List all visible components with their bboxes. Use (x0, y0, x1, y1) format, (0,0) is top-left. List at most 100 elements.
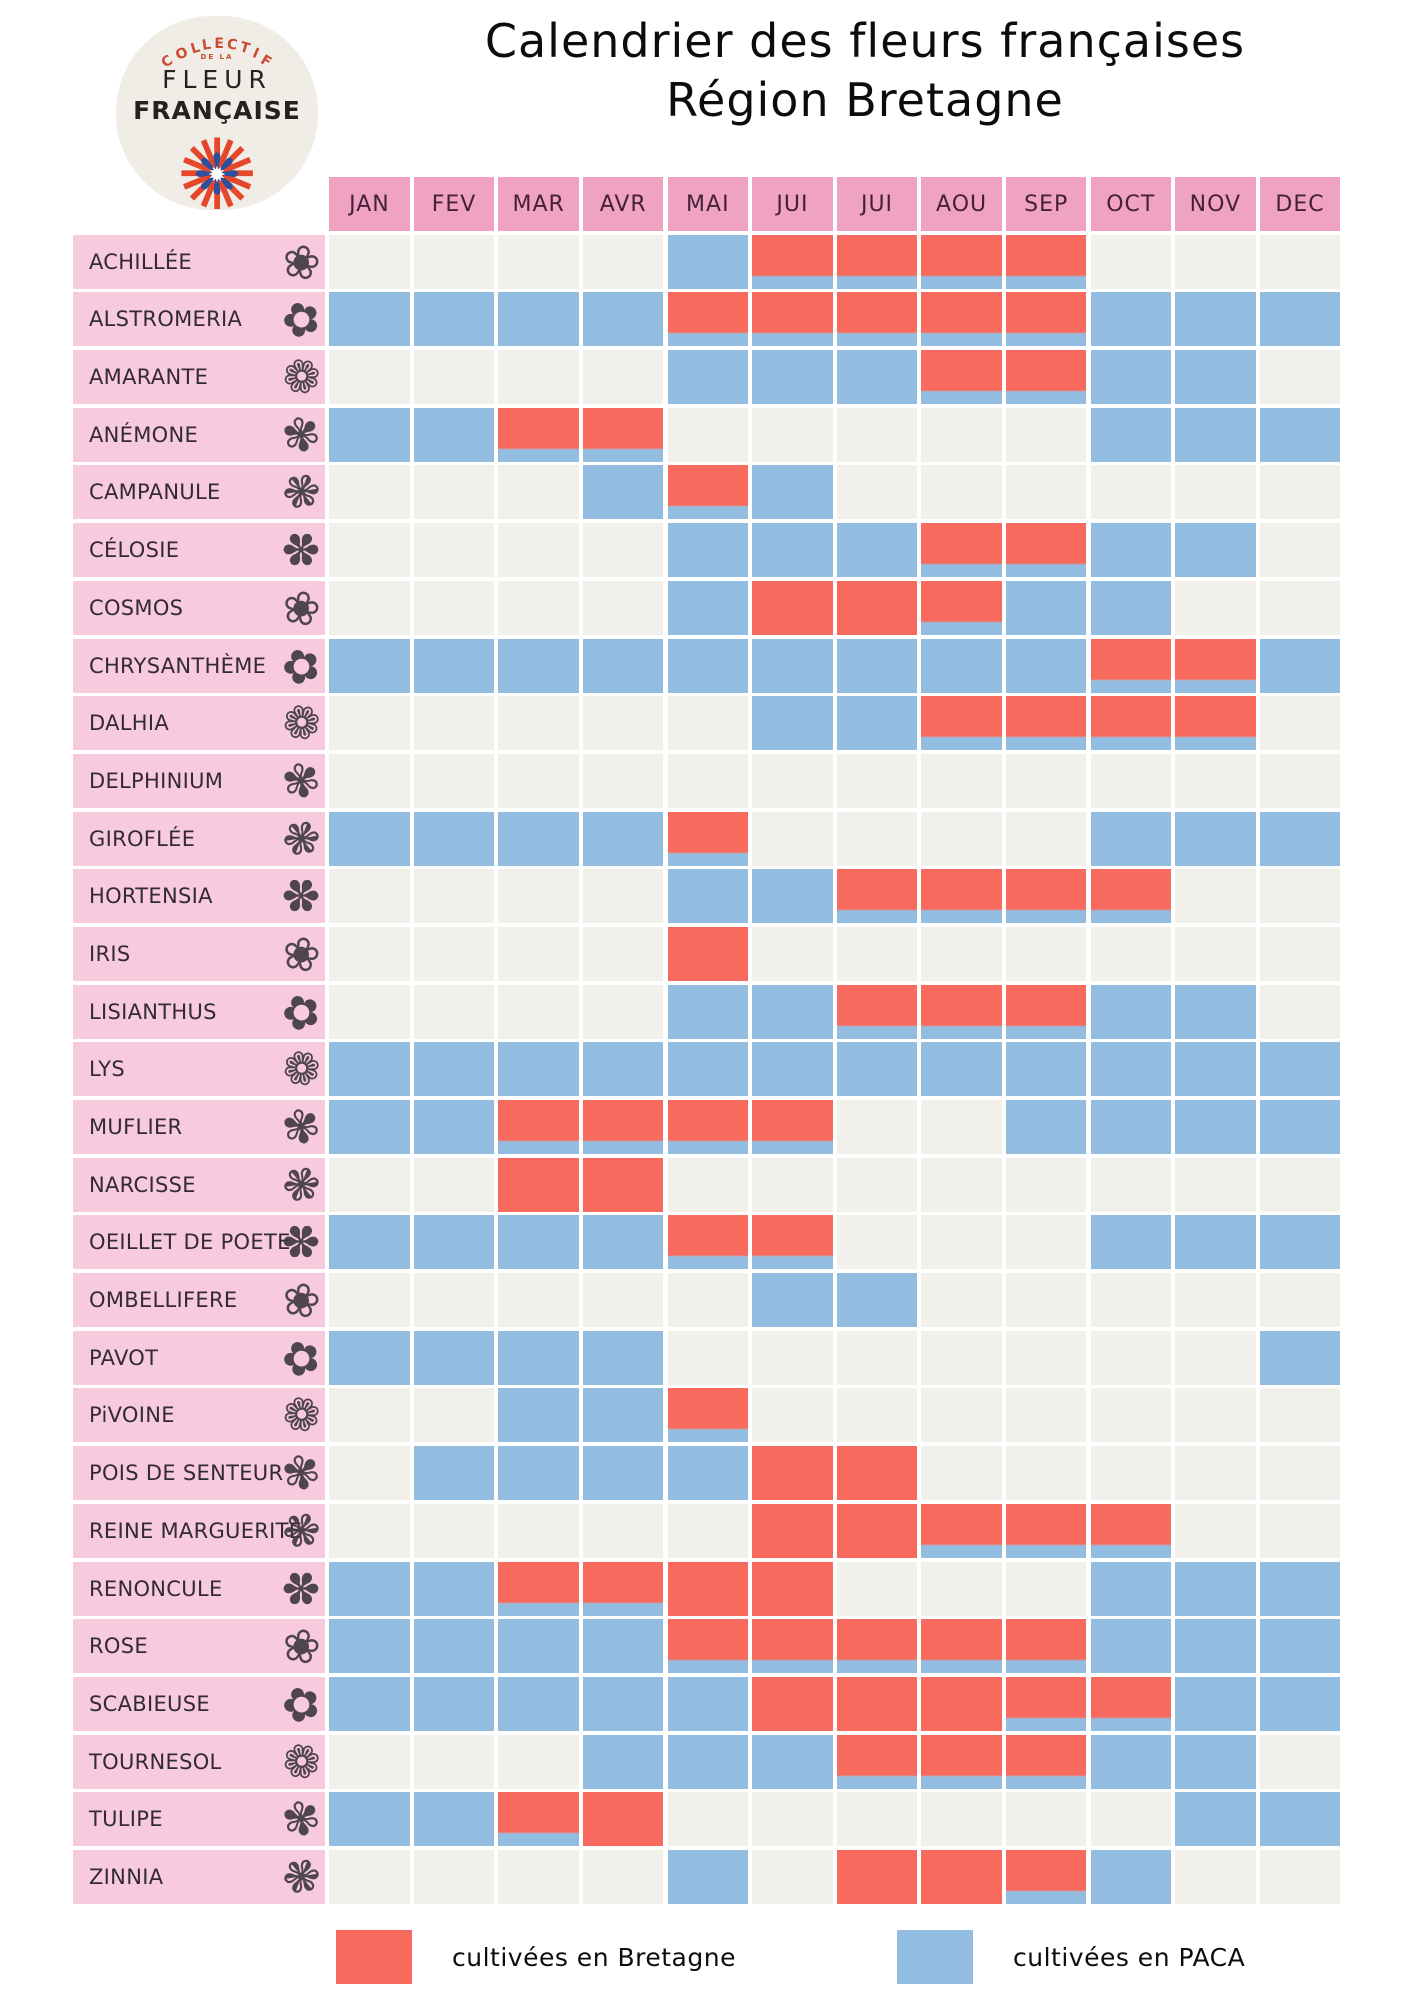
calendar-cell (836, 1388, 918, 1443)
calendar-cell (836, 465, 918, 520)
calendar-cell (329, 234, 410, 289)
calendar-cell (583, 465, 664, 520)
calendar-cell (921, 638, 1002, 693)
calendar-cell (752, 465, 833, 520)
calendar-cell (413, 234, 495, 289)
calendar-cell (836, 1042, 918, 1097)
calendar-cell (1175, 1388, 1256, 1443)
calendar-cell (413, 984, 495, 1039)
calendar-cell (583, 1849, 664, 1904)
calendar-cell (836, 696, 918, 751)
calendar-cell (667, 1100, 748, 1154)
row-label: ROSE ❀ (73, 1616, 326, 1677)
flower-illustration-icon: ✾ (276, 1788, 327, 1850)
row-label: AMARANTE ❁ (73, 344, 332, 410)
calendar-cell (583, 1792, 664, 1847)
calendar-cell (752, 1388, 833, 1443)
calendar-cell (921, 1734, 1002, 1789)
title-line-1: Calendrier des fleurs françaises (484, 14, 1246, 68)
calendar-cell (329, 1042, 410, 1097)
calendar-cell (329, 407, 410, 462)
calendar-cell (1090, 1734, 1171, 1789)
calendar-cell (921, 1157, 1002, 1212)
flower-illustration-icon: ❃ (273, 1498, 330, 1563)
calendar-cell (498, 1561, 579, 1616)
calendar-cell (583, 1446, 664, 1501)
calendar-cell (583, 1157, 664, 1212)
calendar-cell (329, 1619, 410, 1674)
calendar-cell (921, 1619, 1002, 1674)
calendar-cell (1006, 234, 1087, 289)
calendar-cell (1259, 696, 1341, 751)
row-label: PiVOINE ❁ (73, 1382, 332, 1449)
calendar-cell (329, 1273, 410, 1328)
calendar-cell (667, 926, 748, 981)
calendar-cell (1259, 984, 1341, 1039)
row-label: GIROFLÉE ❃ (73, 806, 329, 871)
calendar-cell (921, 523, 1002, 578)
calendar-cell (752, 1849, 833, 1904)
calendar-cell (498, 234, 579, 289)
calendar-cell (836, 580, 918, 635)
flower-illustration-icon: ✽ (271, 1555, 332, 1622)
calendar-cell (413, 1792, 495, 1847)
calendar-cell (1259, 1676, 1341, 1731)
calendar-cell (1006, 638, 1087, 693)
calendar-cell (413, 753, 495, 808)
calendar-cell (921, 1042, 1002, 1097)
month-header-5: MAI (667, 177, 748, 231)
flower-name: CÉLOSIE (89, 538, 180, 563)
calendar-cell (1259, 811, 1341, 866)
calendar-cell (413, 1042, 495, 1097)
flower-illustration-icon: ✾ (276, 750, 327, 812)
row-label: SCABIEUSE ✿ (73, 1672, 329, 1736)
logo-arc-letter: C (225, 36, 240, 54)
calendar-cell (413, 926, 495, 981)
calendar-cell (329, 1734, 410, 1789)
calendar-cell (836, 811, 918, 866)
calendar-cell (921, 1792, 1002, 1847)
flower-name: ACHILLÉE (89, 249, 192, 274)
flower-illustration-icon: ✿ (273, 1325, 330, 1390)
calendar-cell (1090, 1157, 1171, 1212)
calendar-cell (1259, 1157, 1341, 1212)
legend-item-paca: cultivées en PACA (897, 1930, 1245, 1984)
calendar-cell (667, 1157, 748, 1212)
calendar-cell (752, 1157, 833, 1212)
calendar-cell (329, 1446, 410, 1501)
flower-splash-icon: ✺ ❋ ✹ (165, 124, 269, 228)
flower-name: MUFLIER (89, 1115, 183, 1139)
calendar-cell (836, 523, 918, 578)
calendar-cell (1259, 350, 1341, 405)
row-label: OEILLET DE POETE ✽ (73, 1209, 332, 1275)
calendar-cell (1090, 811, 1171, 866)
calendar-cell (583, 984, 664, 1039)
calendar-cell (498, 926, 579, 981)
calendar-cell (1175, 580, 1256, 635)
calendar-cell (413, 1619, 495, 1674)
calendar-cell (1175, 1042, 1256, 1097)
calendar-cell (1175, 869, 1256, 924)
calendar-cell (1090, 869, 1171, 924)
calendar-cell (1259, 1561, 1341, 1616)
calendar-cell (498, 1100, 579, 1154)
calendar-cell (667, 1792, 748, 1847)
calendar-cell (498, 869, 579, 924)
calendar-cell (413, 1446, 495, 1501)
logo-de-la-text: DE LA (200, 53, 234, 61)
flower-illustration-icon: ✾ (276, 1442, 327, 1504)
calendar-cell (1090, 1619, 1171, 1674)
calendar-cell (1259, 523, 1341, 578)
calendar-cell (836, 234, 918, 289)
calendar-cell (836, 1734, 918, 1789)
calendar-cell (413, 350, 495, 405)
calendar-cell (921, 1676, 1002, 1731)
calendar-cell (667, 1388, 748, 1443)
calendar-cell (1006, 1734, 1087, 1789)
calendar-cell (329, 1330, 410, 1385)
calendar-cell (583, 926, 664, 981)
calendar-cell (836, 1619, 918, 1674)
calendar-cell (667, 350, 748, 405)
flower-name: CAMPANULE (89, 480, 221, 505)
calendar-cell (583, 753, 664, 808)
